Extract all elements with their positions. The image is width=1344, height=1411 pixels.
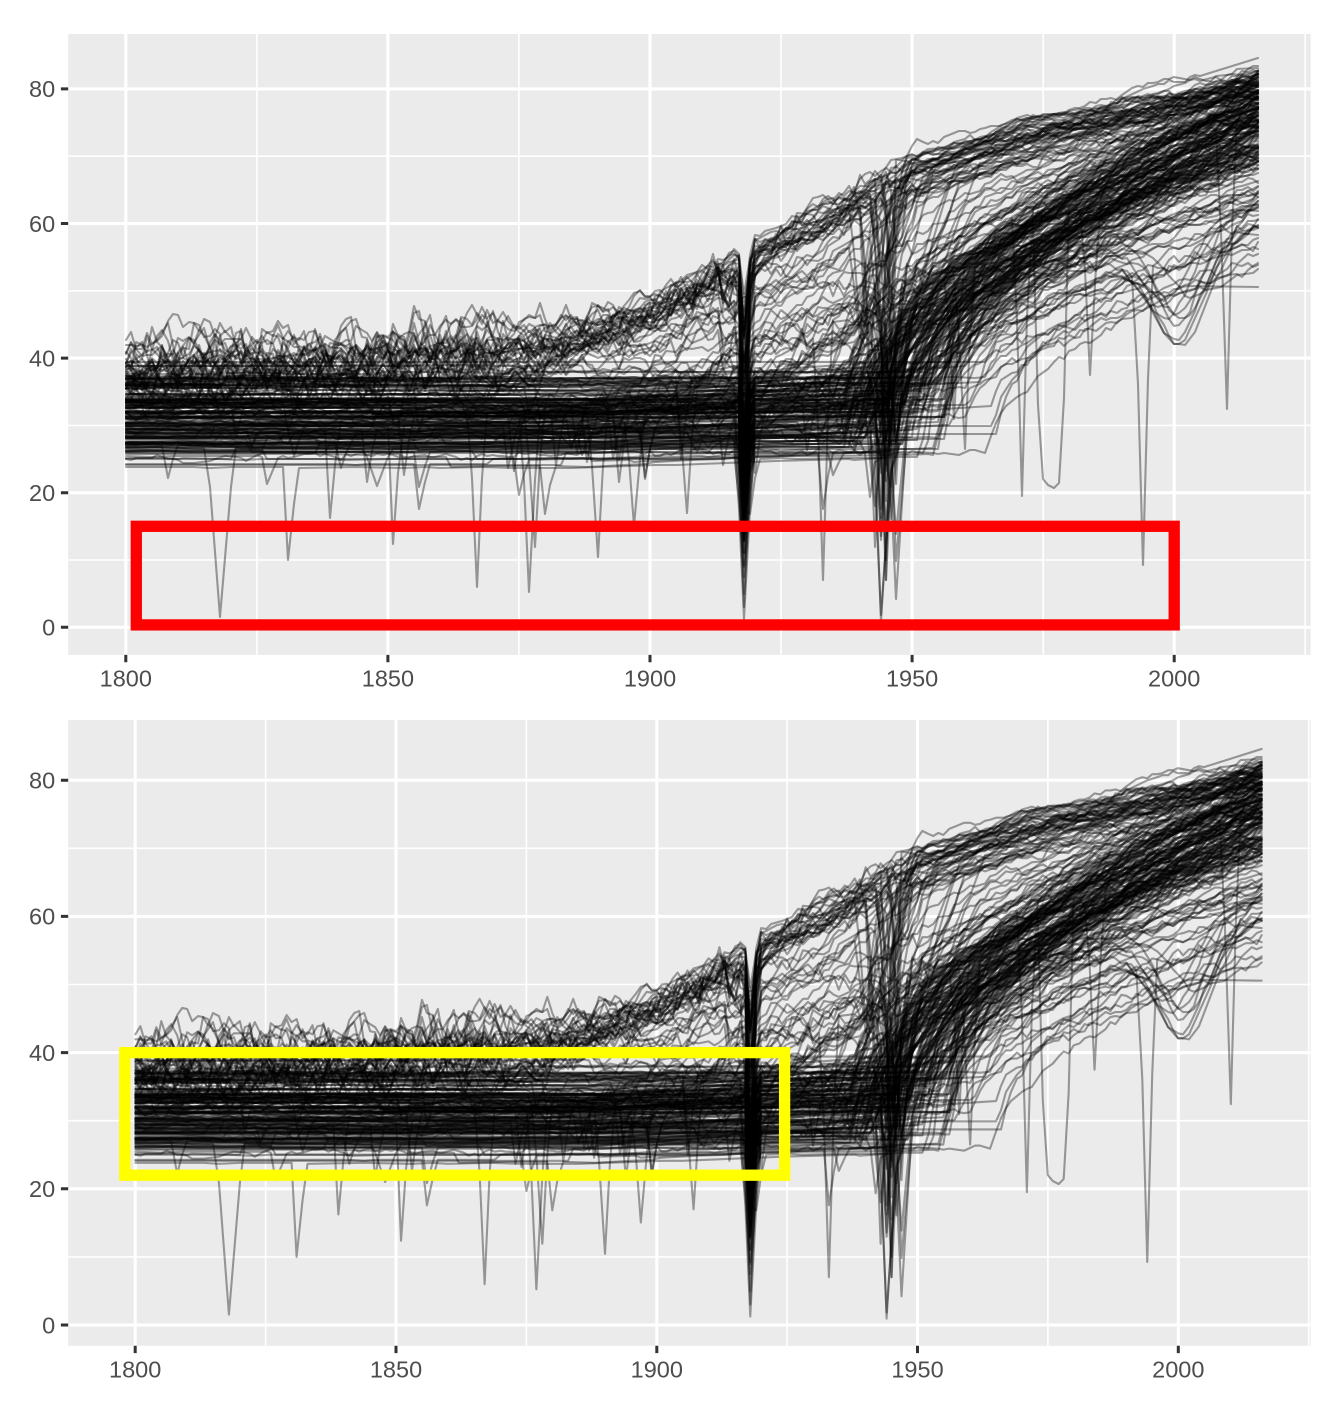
svg-text:80: 80: [29, 76, 55, 102]
svg-text:40: 40: [29, 345, 55, 371]
svg-text:20: 20: [29, 1176, 55, 1202]
svg-text:1850: 1850: [362, 665, 414, 691]
svg-text:60: 60: [29, 211, 55, 237]
svg-text:1900: 1900: [624, 665, 676, 691]
svg-text:1950: 1950: [891, 1356, 943, 1382]
svg-text:0: 0: [42, 1312, 55, 1338]
svg-text:20: 20: [29, 480, 55, 506]
svg-text:0: 0: [42, 615, 55, 641]
svg-text:1800: 1800: [100, 665, 152, 691]
svg-text:1950: 1950: [886, 665, 938, 691]
svg-text:1900: 1900: [631, 1356, 683, 1382]
svg-text:2000: 2000: [1152, 1356, 1204, 1382]
svg-text:2000: 2000: [1148, 665, 1200, 691]
svg-text:1850: 1850: [370, 1356, 422, 1382]
svg-text:40: 40: [29, 1040, 55, 1066]
svg-text:60: 60: [29, 904, 55, 930]
svg-text:1800: 1800: [109, 1356, 161, 1382]
svg-text:80: 80: [29, 768, 55, 794]
